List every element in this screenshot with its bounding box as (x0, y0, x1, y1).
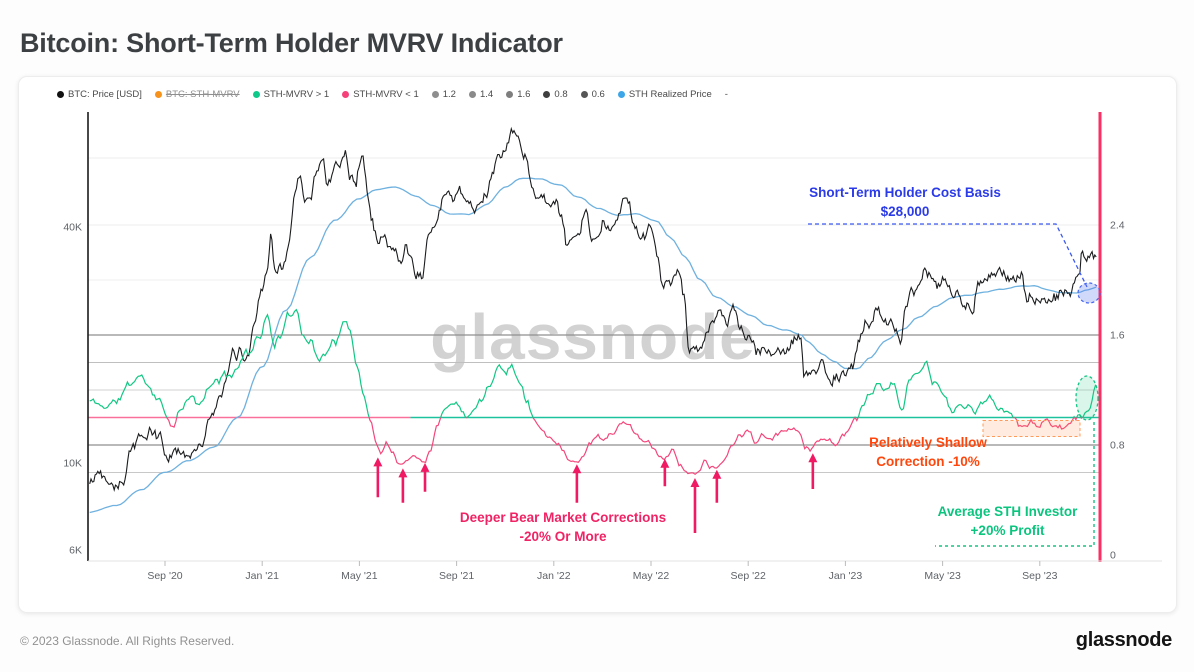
legend-item-5[interactable]: 1.4 (468, 89, 494, 100)
legend-item-label: BTC: Price [USD] (68, 89, 142, 100)
x-tick-label: May '22 (633, 570, 670, 582)
x-tick-label: Jan '21 (245, 570, 279, 582)
legend-item-6[interactable]: 1.6 (506, 89, 530, 100)
chart-legend: BTC: Price [USD] BTC: STH-MVRV STH-MVRV > … (57, 89, 728, 100)
annotation-deep-corrections: Deeper Bear Market Corrections -20% Or M… (448, 509, 678, 547)
legend-dot-icon (57, 91, 64, 98)
gridlines (88, 157, 1100, 473)
legend-item-3[interactable]: STH-MVRV < 1 (342, 89, 419, 100)
correction-arrow-head (808, 453, 818, 463)
y-right-tick-label: 1.6 (1110, 330, 1125, 342)
legend-item-0[interactable]: BTC: Price [USD] (57, 89, 142, 100)
legend-item-label: STH-MVRV > 1 (263, 89, 330, 100)
annotation-profit-line1: Average STH Investor (937, 504, 1078, 519)
annotation-profit-line2: +20% Profit (970, 522, 1045, 538)
shallow-correction-highlight-rect (982, 420, 1081, 437)
y-right-tick-label: 0 (1110, 550, 1116, 562)
footer-copyright: © 2023 Glassnode. All Rights Reserved. (20, 634, 235, 648)
correction-arrow-head (690, 478, 700, 487)
correction-arrow-head (572, 464, 582, 474)
annotation-sth-profit: Average STH Investor +20% Profit (905, 503, 1110, 541)
annotation-shapes (808, 223, 1101, 547)
annotation-shallow-correction: Relatively Shallow Correction -10% (853, 434, 1003, 472)
axes: 40K 10K 6K 2.4 1.6 0.8 0 Sep '20 Jan '21 May '21 S… (63, 112, 1162, 582)
annotation-cost-basis: Short-Term Holder Cost Basis $28,000 (790, 184, 1020, 222)
correction-arrow-head (712, 469, 722, 479)
series-lines (89, 112, 1102, 562)
annotation-cost-basis-line2: $28,000 (880, 203, 930, 219)
annotation-deep-line2: -20% Or More (519, 528, 607, 544)
legend-item-1[interactable]: BTC: STH-MVRV (154, 89, 240, 100)
legend-item-label: STH-MVRV < 1 (353, 89, 419, 100)
x-tick-label: May '23 (924, 570, 961, 582)
legend-dot-icon (252, 91, 260, 98)
page-title: Bitcoin: Short-Term Holder MVRV Indicato… (20, 28, 563, 59)
legend-item-10[interactable]: - (725, 89, 728, 100)
correction-arrow-head (373, 457, 383, 467)
cost-basis-callout-line (808, 223, 1088, 288)
legend-item-8[interactable]: 0.6 (580, 89, 605, 100)
legend-item-label: 1.2 (442, 89, 456, 100)
x-tick-label: Sep '21 (439, 570, 474, 582)
correction-arrow-head (398, 468, 408, 478)
legend-dot-icon (617, 91, 625, 98)
y-left-tick-label: 6K (69, 544, 82, 556)
sth-profit-highlight-ellipse (1075, 375, 1099, 421)
annotation-deep-line1: Deeper Bear Market Corrections (459, 510, 667, 525)
legend-item-label: 0.6 (591, 89, 605, 100)
annotation-cost-basis-line1: Short-Term Holder Cost Basis (809, 185, 1001, 200)
annotation-shallow-line1: Relatively Shallow (869, 435, 987, 450)
legend-item-label: - (724, 89, 728, 100)
legend-dot-icon (506, 91, 514, 98)
btc-price-line (89, 126, 1097, 492)
profit-bracket-line (935, 422, 1095, 547)
legend-item-4[interactable]: 1.2 (431, 89, 456, 100)
correction-arrow-head (420, 462, 430, 472)
correction-arrow-head (660, 458, 670, 468)
y-left-tick-label: 40K (63, 221, 82, 233)
y-left-tick-label: 10K (63, 458, 82, 470)
sth-realized-price-line (89, 177, 1097, 514)
x-tick-label: May '21 (341, 570, 378, 582)
glassnode-logo: glassnode (1075, 629, 1173, 651)
sth-mvrv-above-1-line (89, 308, 1097, 418)
chart-card (18, 76, 1177, 613)
legend-dot-icon (468, 91, 476, 98)
y-right-tick-label: 2.4 (1110, 220, 1125, 232)
annotation-shallow-line2: Correction -10% (876, 453, 980, 469)
glassnode-watermark: glassnode (430, 301, 756, 373)
legend-item-label: STH Realized Price (628, 89, 712, 100)
legend-item-9[interactable]: STH Realized Price (617, 89, 712, 100)
y-right-tick-label: 0.8 (1110, 440, 1125, 452)
legend-dot-icon (580, 91, 588, 98)
legend-dot-icon (342, 91, 350, 98)
cost-basis-highlight-ellipse (1077, 282, 1101, 304)
x-tick-label: Sep '20 (147, 570, 182, 582)
sth-mvrv-below-1-line (166, 417, 1084, 476)
legend-item-label: 0.8 (554, 89, 568, 100)
legend-dot-icon (543, 91, 551, 98)
legend-dot-icon (154, 91, 162, 98)
legend-item-label: BTC: STH-MVRV (165, 89, 240, 100)
x-tick-label: Jan '23 (829, 570, 863, 582)
legend-item-label: 1.4 (479, 89, 494, 100)
x-tick-label: Sep '22 (731, 570, 766, 582)
x-tick-label: Jan '22 (537, 570, 571, 582)
legend-item-2[interactable]: STH-MVRV > 1 (252, 89, 330, 100)
legend-item-7[interactable]: 0.8 (543, 89, 568, 100)
legend-item-label: 1.6 (517, 89, 531, 100)
correction-arrows (373, 453, 818, 533)
x-tick-label: Sep '23 (1022, 570, 1057, 582)
legend-dot-icon (431, 91, 439, 98)
